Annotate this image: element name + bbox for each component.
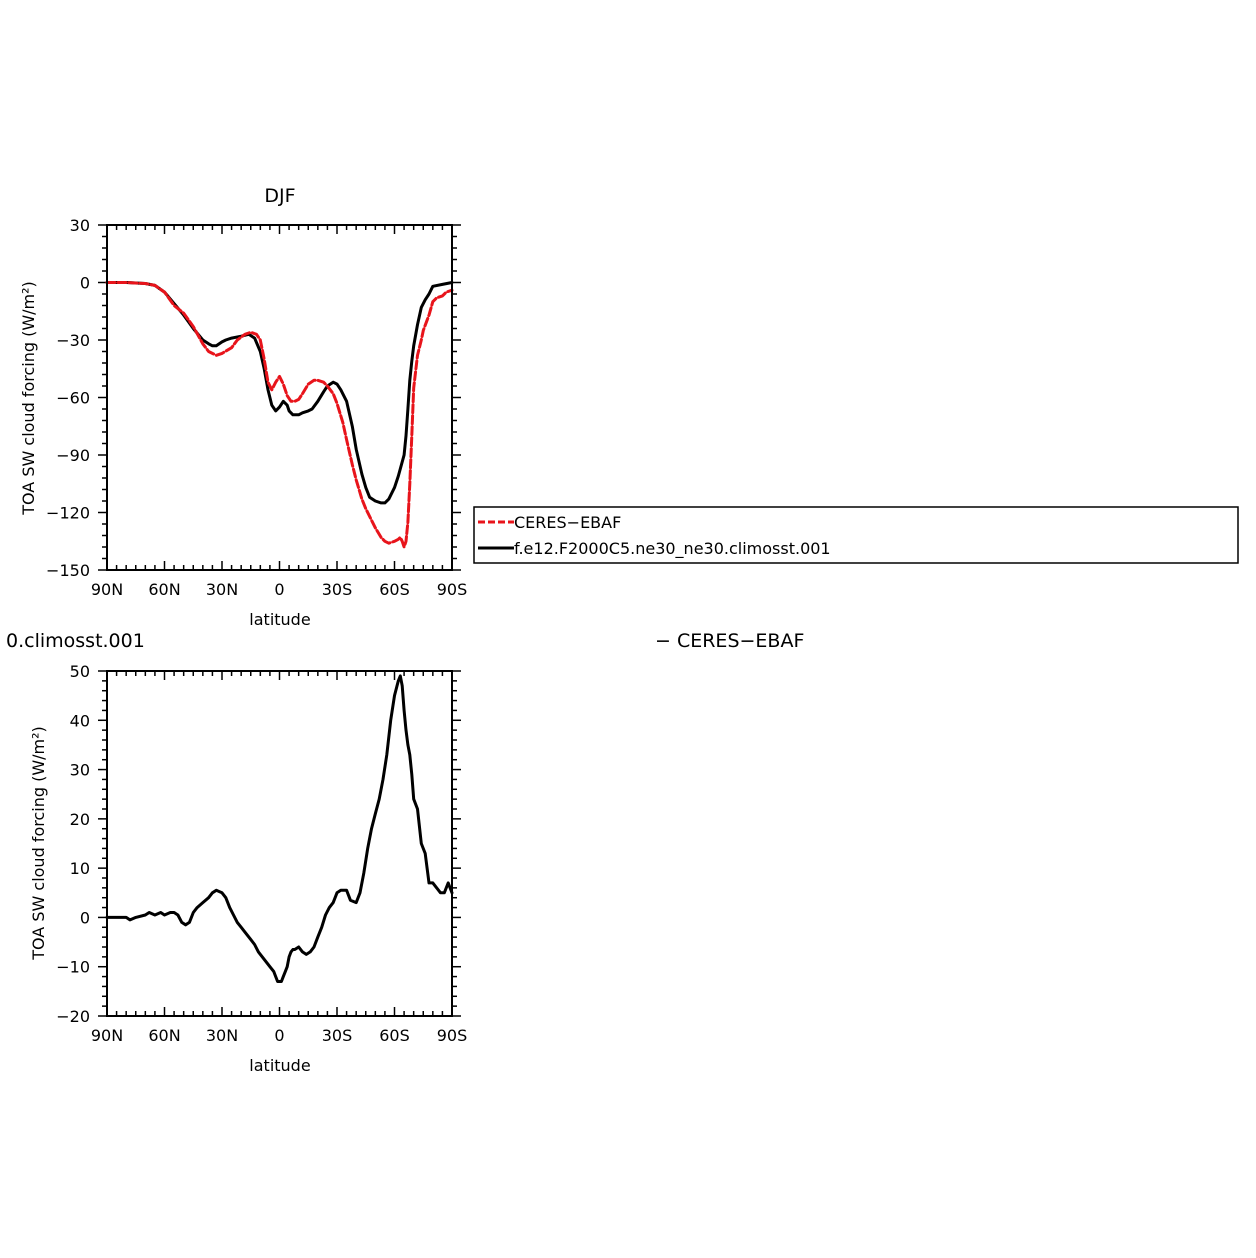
legend-label-ceres: CERES−EBAF [514, 513, 621, 532]
y-tick-label: −30 [56, 331, 90, 350]
bottom-panel-lines [105, 674, 454, 983]
x-tick-label: 60N [148, 1026, 180, 1045]
top-panel-title: DJF [264, 185, 295, 207]
bottom-panel-xlabel: latitude [249, 1056, 310, 1075]
x-tick-label: 90S [437, 1026, 468, 1045]
bottom-panel-frame [106, 670, 453, 1017]
y-tick-label: 30 [70, 761, 90, 780]
series-line-model [105, 674, 454, 983]
top-panel-tick-labels: 90N 60N 30N 0 30S 60S 90S −150 −120 −90 −60 −30 0 30 [46, 216, 467, 599]
y-tick-label: 0 [80, 908, 90, 927]
y-tick-label: −10 [56, 958, 90, 977]
legend-label-model: f.e12.F2000C5.ne30_ne30.climosst.001 [514, 539, 831, 559]
x-tick-label: 30N [206, 1026, 238, 1045]
x-tick-label: 30S [322, 1026, 353, 1045]
y-tick-label: 40 [70, 711, 90, 730]
x-tick-label: 0 [274, 580, 284, 599]
legend-box [473, 506, 1239, 564]
bottom-panel-title: 0.climosst.001 [6, 630, 145, 652]
x-tick-label: 30S [322, 580, 353, 599]
top-panel-frame [106, 224, 453, 571]
top-panel-xlabel: latitude [249, 610, 310, 629]
top-panel-lines [105, 281, 454, 549]
y-tick-label: −20 [56, 1007, 90, 1026]
bottom-panel: 0.climosst.001 − CERES−EBAF 90N 60N 30N 0 30… [6, 630, 804, 1075]
y-tick-label: −120 [46, 504, 90, 523]
top-panel-ticks [98, 224, 461, 571]
y-tick-label: −150 [46, 561, 90, 580]
y-tick-label: 20 [70, 810, 90, 829]
top-panel-ylabel: TOA SW cloud forcing (W/m²) [19, 281, 38, 516]
y-tick-label: 50 [70, 662, 90, 681]
y-tick-label: 0 [80, 274, 90, 293]
y-tick-label: −90 [56, 446, 90, 465]
x-tick-label: 90N [91, 580, 123, 599]
x-tick-label: 30N [206, 580, 238, 599]
y-tick-label: −60 [56, 389, 90, 408]
x-tick-label: 60S [379, 1026, 410, 1045]
legend: CERES−EBAF f.e12.F2000C5.ne30_ne30.climo… [473, 506, 1239, 564]
bottom-panel-ylabel: TOA SW cloud forcing (W/m²) [29, 726, 48, 961]
y-tick-label: 10 [70, 859, 90, 878]
bottom-panel-tick-labels: 90N 60N 30N 0 30S 60S 90S −20 −10 0 10 20 30 40 50 [56, 662, 467, 1045]
x-tick-label: 60N [148, 580, 180, 599]
series-line-model [105, 281, 454, 505]
x-tick-label: 90N [91, 1026, 123, 1045]
bottom-panel-title-right: − CERES−EBAF [655, 630, 804, 652]
series-line-ceres-ebaf [105, 281, 454, 549]
x-tick-label: 60S [379, 580, 410, 599]
y-tick-label: 30 [70, 216, 90, 235]
top-panel: DJF 90N 60N 30N 0 30S 60S 90S −150 −120 −90 −60 −30… [19, 185, 467, 629]
x-tick-label: 90S [437, 580, 468, 599]
x-tick-label: 0 [274, 1026, 284, 1045]
